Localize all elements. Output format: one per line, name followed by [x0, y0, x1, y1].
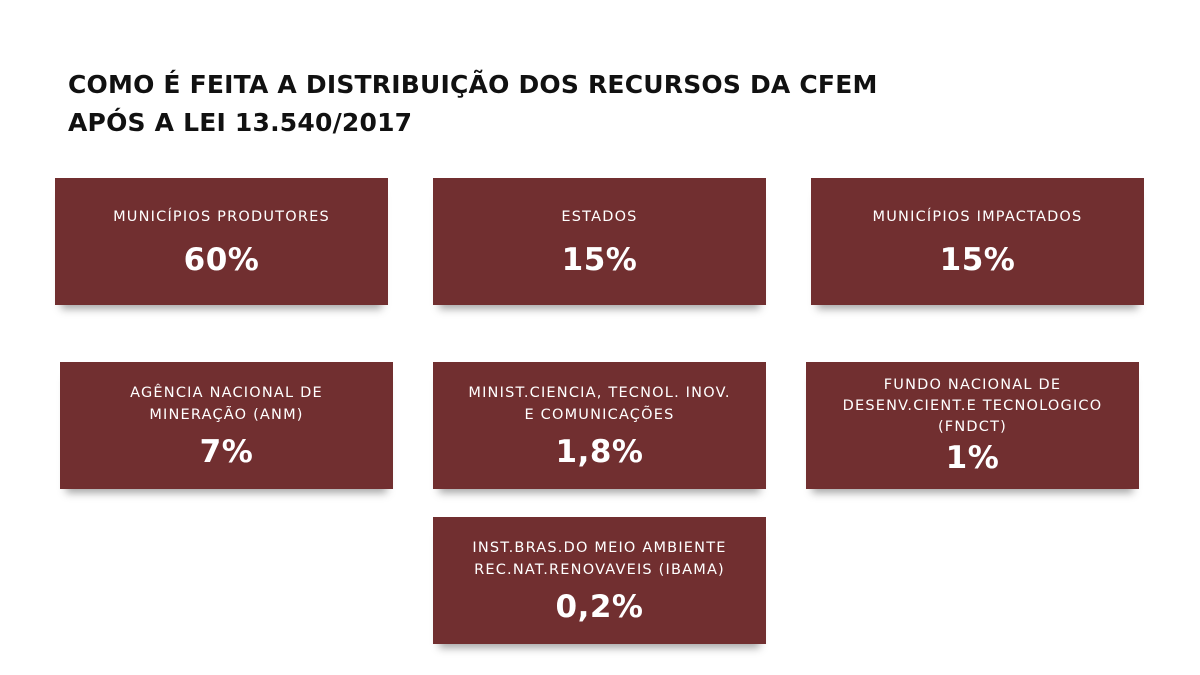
label-line: ESTADOS — [561, 208, 638, 225]
card: FUNDO NACIONAL DE DESENV.CIENT.E TECNOLO… — [806, 362, 1139, 489]
label-line: MINERAÇÃO (ANM) — [149, 406, 304, 423]
card-label: FUNDO NACIONAL DE DESENV.CIENT.E TECNOLO… — [843, 375, 1103, 438]
card: ESTADOS 15% — [433, 178, 766, 305]
card-label: AGÊNCIA NACIONAL DE MINERAÇÃO (ANM) — [130, 382, 323, 426]
label-line: FUNDO NACIONAL DE — [883, 377, 1062, 393]
card: MINIST.CIENCIA, TECNOL. INOV. E COMUNICA… — [433, 362, 766, 489]
card-label: INST.BRAS.DO MEIO AMBIENTE REC.NAT.RENOV… — [472, 537, 726, 581]
card: MUNICÍPIOS PRODUTORES 60% — [55, 178, 388, 305]
card-label: MINIST.CIENCIA, TECNOL. INOV. E COMUNICA… — [468, 382, 730, 426]
card: MUNICÍPIOS IMPACTADOS 15% — [811, 178, 1144, 305]
card-value: 15% — [939, 241, 1016, 278]
label-line: MUNICÍPIOS IMPACTADOS — [872, 208, 1083, 225]
card-label: ESTADOS — [561, 206, 637, 228]
label-line: MINIST.CIENCIA, TECNOL. INOV. — [468, 384, 731, 401]
label-line: E COMUNICAÇÕES — [524, 406, 675, 423]
title: COMO É FEITA A DISTRIBUIÇÃO DOS RECURSOS… — [68, 66, 878, 142]
label-line: MUNICÍPIOS PRODUTORES — [113, 208, 330, 225]
card-value: 7% — [199, 433, 254, 470]
card: AGÊNCIA NACIONAL DE MINERAÇÃO (ANM) 7% — [60, 362, 393, 489]
label-line: REC.NAT.RENOVAVEIS (IBAMA) — [474, 561, 725, 578]
card-value: 60% — [183, 241, 260, 278]
title-line: COMO É FEITA A DISTRIBUIÇÃO DOS RECURSOS… — [68, 70, 878, 99]
label-line: INST.BRAS.DO MEIO AMBIENTE — [472, 539, 727, 556]
label-line: (FNDCT) — [937, 419, 1008, 435]
card-value: 1,8% — [555, 433, 644, 470]
card-value: 1% — [945, 440, 1000, 476]
card-label: MUNICÍPIOS PRODUTORES — [113, 206, 330, 228]
label-line: DESENV.CIENT.E TECNOLOGICO — [842, 398, 1103, 414]
label-line: AGÊNCIA NACIONAL DE — [130, 384, 323, 401]
card-value: 0,2% — [555, 588, 644, 625]
title-line: APÓS A LEI 13.540/2017 — [68, 108, 413, 137]
card-value: 15% — [561, 241, 638, 278]
card-label: MUNICÍPIOS IMPACTADOS — [873, 206, 1083, 228]
card: INST.BRAS.DO MEIO AMBIENTE REC.NAT.RENOV… — [433, 517, 766, 644]
